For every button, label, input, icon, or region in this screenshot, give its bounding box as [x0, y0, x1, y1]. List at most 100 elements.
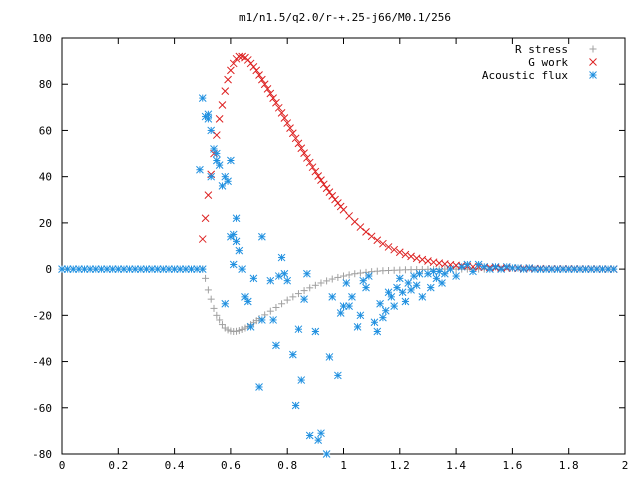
acoustic-flux-point	[381, 306, 390, 315]
acoustic-flux-point	[297, 376, 306, 384]
acoustic-flux-point	[359, 276, 368, 285]
r-stress-point	[202, 274, 210, 282]
legend-label: G work	[528, 56, 568, 69]
acoustic-flux-point	[283, 276, 292, 285]
acoustic-flux-point	[438, 279, 446, 287]
acoustic-flux-point	[69, 265, 78, 273]
acoustic-flux-point	[204, 115, 213, 123]
g-work-point	[227, 66, 235, 75]
acoustic-flux-point	[288, 350, 297, 359]
g-work-point	[297, 144, 306, 153]
acoustic-flux-point	[272, 341, 280, 350]
acoustic-flux-point	[440, 269, 449, 278]
chart-title: m1/n1.5/q2.0/r-+.25-j66/M0.1/256	[239, 11, 451, 24]
g-work-point	[395, 248, 404, 257]
g-work-point	[215, 115, 224, 123]
acoustic-flux-point	[395, 274, 404, 283]
series-g-work	[198, 52, 618, 273]
r-stress-point	[207, 295, 215, 303]
g-work-point	[221, 87, 230, 96]
acoustic-flux-point	[432, 274, 441, 283]
acoustic-flux-point	[159, 265, 168, 273]
acoustic-flux-point	[412, 281, 421, 290]
acoustic-flux-point	[348, 292, 356, 301]
r-stress-point	[204, 286, 212, 294]
g-work-point	[407, 252, 415, 261]
acoustic-flux-point	[229, 230, 238, 239]
g-work-point	[367, 232, 376, 241]
y-tick-label: 40	[39, 171, 52, 184]
acoustic-flux-point	[342, 279, 351, 287]
acoustic-flux-point	[243, 297, 252, 306]
g-work-point	[263, 84, 272, 93]
acoustic-flux-point	[266, 276, 275, 285]
acoustic-flux-point	[314, 436, 323, 444]
g-work-point	[322, 184, 331, 193]
acoustic-flux-point	[426, 283, 435, 292]
g-work-point	[218, 101, 227, 109]
x-tick-label: 0.8	[277, 459, 297, 472]
acoustic-flux-point	[564, 265, 573, 273]
g-work-point	[201, 214, 210, 223]
acoustic-flux-point	[249, 274, 258, 283]
acoustic-flux-point	[325, 353, 334, 361]
g-work-point	[260, 80, 269, 89]
acoustic-flux-point	[353, 323, 362, 331]
g-work-point	[325, 188, 334, 197]
acoustic-flux-point	[207, 172, 216, 181]
y-tick-label: 80	[39, 78, 52, 91]
r-stress-point	[351, 270, 359, 278]
x-tick-label: 0	[59, 459, 66, 472]
r-stress-point	[317, 279, 325, 287]
acoustic-flux-point	[300, 295, 308, 304]
acoustic-flux-point	[246, 323, 255, 331]
g-work-point	[224, 75, 232, 84]
acoustic-flux-point	[311, 327, 320, 336]
acoustic-flux-point	[269, 316, 277, 324]
acoustic-flux-point	[379, 313, 387, 322]
g-work-point	[294, 139, 303, 148]
g-work-point	[303, 154, 311, 162]
legend-swatch	[589, 58, 597, 66]
acoustic-flux-point	[198, 265, 207, 273]
acoustic-flux-point	[238, 265, 247, 273]
acoustic-flux-point	[317, 429, 325, 438]
r-stress-point	[294, 290, 302, 298]
acoustic-flux-point	[227, 156, 235, 165]
g-work-point	[258, 75, 266, 84]
acoustic-flux-point	[215, 161, 224, 169]
x-tick-label: 1.4	[446, 459, 466, 472]
r-stress-point	[278, 300, 286, 308]
acoustic-flux-point	[136, 265, 145, 273]
g-work-point	[274, 103, 283, 112]
acoustic-flux-point	[277, 253, 286, 262]
g-work-point	[356, 223, 365, 231]
r-stress-point	[311, 281, 319, 289]
g-work-point	[401, 250, 410, 259]
r-stress-point	[356, 269, 364, 277]
acoustic-flux-point	[322, 450, 331, 458]
acoustic-flux-point	[224, 177, 232, 186]
legend-swatch	[589, 71, 597, 79]
g-work-point	[362, 228, 370, 236]
g-work-point	[280, 114, 289, 122]
x-tick-label: 0.2	[108, 459, 128, 472]
acoustic-flux-point	[480, 262, 489, 271]
acoustic-flux-point	[387, 292, 396, 301]
acoustic-flux-point	[291, 401, 300, 410]
acoustic-flux-point	[364, 272, 373, 280]
acoustic-flux-point	[393, 283, 401, 292]
g-work-point	[277, 109, 286, 117]
x-tick-label: 0.4	[165, 459, 185, 472]
g-work-point	[255, 71, 263, 79]
y-tick-label: -60	[32, 402, 52, 415]
g-work-point	[229, 59, 238, 68]
r-stress-point	[272, 303, 280, 311]
axis-ticks: 0 0.2 0.4 0.6 0.8 1 1.2 1.4 1.6 1.8 2 -80 -60 -40 -20 0…	[32, 32, 628, 472]
x-tick-label: 1.6	[502, 459, 522, 472]
acoustic-flux-point	[193, 265, 201, 273]
x-tick-label: 0.6	[221, 459, 241, 472]
g-work-point	[269, 94, 277, 102]
y-tick-label: 0	[45, 263, 52, 276]
r-stress-point	[362, 268, 370, 276]
